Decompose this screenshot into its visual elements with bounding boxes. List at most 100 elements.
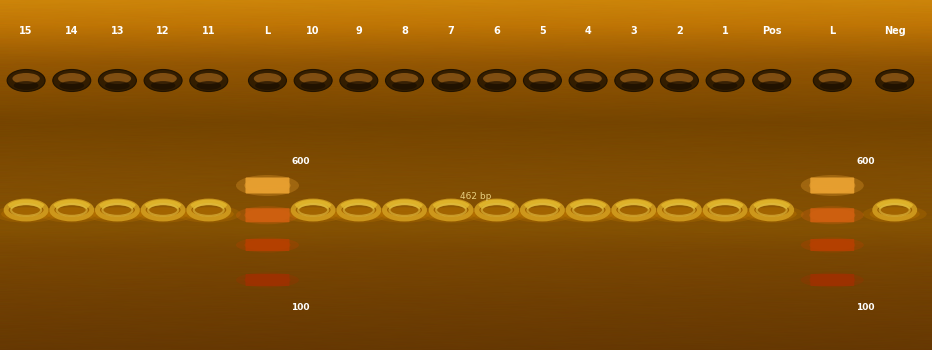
FancyBboxPatch shape: [810, 208, 855, 222]
Ellipse shape: [40, 205, 103, 223]
Ellipse shape: [254, 73, 281, 84]
Ellipse shape: [711, 73, 739, 84]
Ellipse shape: [667, 81, 692, 90]
Ellipse shape: [295, 70, 332, 91]
Ellipse shape: [249, 70, 286, 91]
Text: 6: 6: [493, 27, 500, 36]
Ellipse shape: [244, 239, 291, 251]
Ellipse shape: [654, 207, 705, 221]
Ellipse shape: [144, 70, 182, 91]
Ellipse shape: [345, 73, 373, 84]
Ellipse shape: [465, 205, 528, 223]
Ellipse shape: [713, 81, 737, 90]
Ellipse shape: [92, 207, 143, 221]
Ellipse shape: [14, 81, 38, 90]
Text: 12: 12: [157, 27, 170, 36]
Ellipse shape: [563, 207, 613, 221]
Ellipse shape: [809, 178, 856, 193]
Ellipse shape: [483, 73, 511, 84]
Text: L: L: [265, 27, 270, 36]
Ellipse shape: [556, 205, 620, 223]
Ellipse shape: [747, 207, 797, 221]
Text: 9: 9: [355, 27, 363, 36]
Ellipse shape: [511, 205, 574, 223]
Ellipse shape: [340, 70, 377, 91]
Ellipse shape: [881, 73, 909, 84]
Ellipse shape: [53, 70, 90, 91]
Ellipse shape: [288, 207, 338, 221]
FancyBboxPatch shape: [245, 208, 290, 222]
Ellipse shape: [876, 70, 913, 91]
Ellipse shape: [12, 73, 40, 84]
Ellipse shape: [334, 207, 384, 221]
Ellipse shape: [151, 81, 175, 90]
Ellipse shape: [86, 205, 149, 223]
Ellipse shape: [255, 81, 280, 90]
Ellipse shape: [665, 73, 693, 84]
FancyBboxPatch shape: [810, 239, 855, 251]
Ellipse shape: [870, 207, 920, 221]
Ellipse shape: [379, 207, 430, 221]
Ellipse shape: [517, 207, 568, 221]
Text: 8: 8: [401, 27, 408, 36]
Ellipse shape: [1, 207, 51, 221]
Ellipse shape: [693, 205, 757, 223]
Ellipse shape: [528, 73, 556, 84]
Ellipse shape: [149, 73, 177, 84]
Ellipse shape: [236, 273, 299, 287]
Ellipse shape: [138, 207, 188, 221]
Ellipse shape: [197, 81, 221, 90]
Text: 15: 15: [20, 27, 33, 36]
Ellipse shape: [195, 73, 223, 84]
FancyBboxPatch shape: [810, 177, 855, 194]
Ellipse shape: [760, 81, 784, 90]
Ellipse shape: [432, 70, 470, 91]
Ellipse shape: [814, 70, 851, 91]
Ellipse shape: [347, 81, 371, 90]
Ellipse shape: [177, 205, 240, 223]
FancyBboxPatch shape: [810, 274, 855, 286]
Ellipse shape: [809, 209, 856, 222]
Ellipse shape: [809, 274, 856, 286]
Ellipse shape: [437, 73, 465, 84]
Ellipse shape: [569, 70, 607, 91]
Ellipse shape: [758, 73, 786, 84]
Text: L: L: [829, 27, 835, 36]
Ellipse shape: [820, 81, 844, 90]
Ellipse shape: [700, 207, 750, 221]
Text: 14: 14: [65, 27, 78, 36]
Text: 10: 10: [307, 27, 320, 36]
Text: 5: 5: [539, 27, 546, 36]
Ellipse shape: [622, 81, 646, 90]
Ellipse shape: [236, 206, 299, 224]
Ellipse shape: [883, 81, 907, 90]
Ellipse shape: [485, 81, 509, 90]
Ellipse shape: [530, 81, 555, 90]
Ellipse shape: [0, 205, 58, 223]
Ellipse shape: [58, 73, 86, 84]
Text: 11: 11: [202, 27, 215, 36]
Ellipse shape: [386, 70, 423, 91]
Ellipse shape: [801, 206, 864, 224]
Ellipse shape: [105, 81, 130, 90]
FancyBboxPatch shape: [245, 274, 290, 286]
Text: Pos: Pos: [762, 27, 781, 36]
FancyBboxPatch shape: [245, 177, 290, 194]
Ellipse shape: [740, 205, 803, 223]
Ellipse shape: [301, 81, 325, 90]
Ellipse shape: [863, 205, 926, 223]
Ellipse shape: [602, 205, 665, 223]
Ellipse shape: [524, 70, 561, 91]
Text: Neg: Neg: [884, 27, 906, 36]
Ellipse shape: [753, 70, 790, 91]
Ellipse shape: [103, 73, 131, 84]
FancyBboxPatch shape: [245, 239, 290, 251]
Text: 462 bp: 462 bp: [459, 191, 491, 201]
Text: 1: 1: [721, 27, 729, 36]
Text: 600: 600: [857, 156, 875, 166]
Ellipse shape: [190, 70, 227, 91]
Text: 7: 7: [447, 27, 455, 36]
Ellipse shape: [236, 175, 299, 196]
Ellipse shape: [609, 207, 659, 221]
Ellipse shape: [574, 73, 602, 84]
